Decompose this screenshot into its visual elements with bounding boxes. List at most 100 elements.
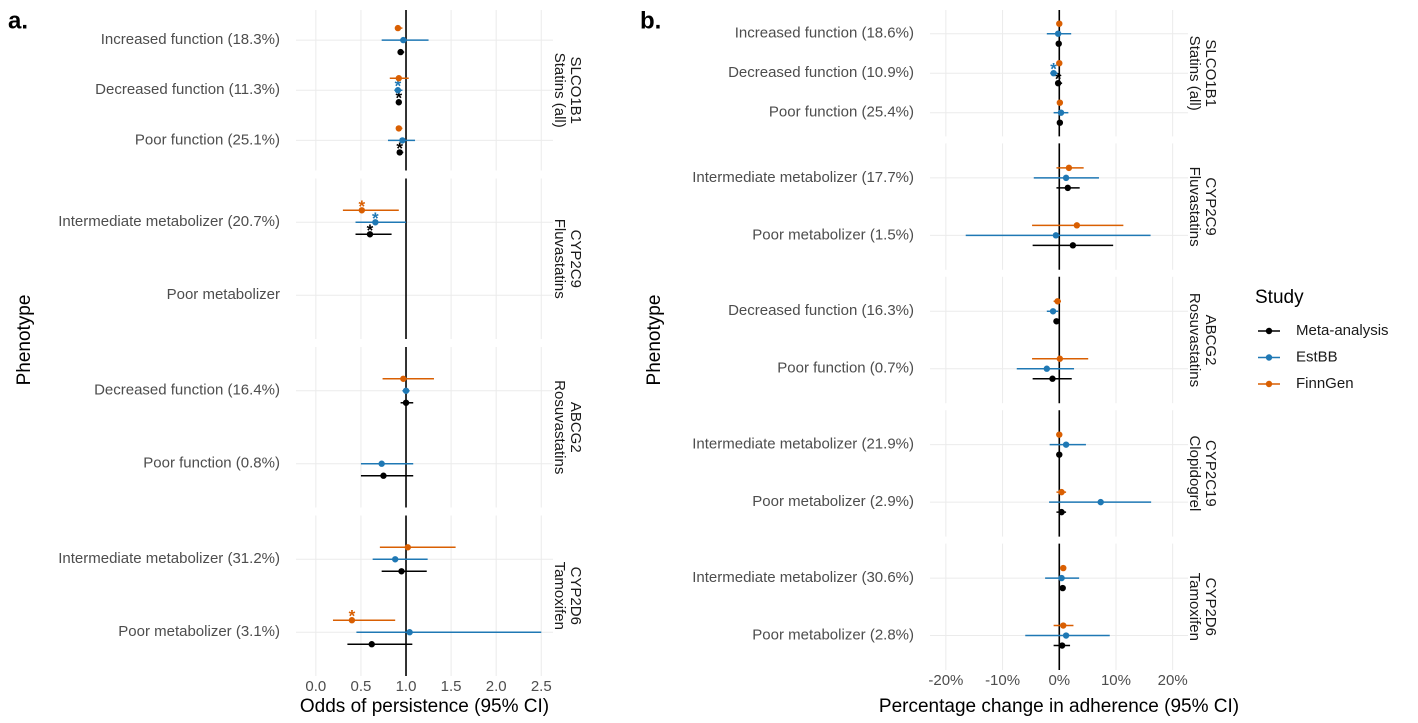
estimate-point: [395, 99, 402, 106]
estimate-point: [1056, 355, 1064, 362]
facet-drug: Tamoxifen: [551, 562, 568, 630]
row-label: Increased function (18.3%): [101, 31, 280, 48]
facet-gene: CYP2C9: [567, 230, 584, 288]
row-label: Poor metabolizer (1.5%): [752, 226, 914, 243]
row-label: Intermediate metabolizer (30.6%): [692, 569, 914, 586]
estimate-point: [399, 137, 406, 144]
panel-label: a.: [8, 7, 28, 34]
row-label: Increased function (18.6%): [735, 25, 914, 42]
estimate-point: [1049, 308, 1057, 315]
estimate-point: [1069, 242, 1077, 249]
estimate-point: [1050, 70, 1057, 77]
x-tick-label: 0%: [1048, 672, 1070, 689]
estimate-point: [1058, 642, 1066, 649]
row-label: Intermediate metabolizer (31.2%): [58, 550, 280, 567]
estimate-point: [1056, 431, 1063, 438]
facet-drug: Clopidogrel: [1186, 435, 1203, 511]
estimate-point: [1062, 174, 1070, 182]
legend-key-point: [1265, 327, 1273, 335]
panel-label: b.: [640, 7, 661, 34]
legend-title: Study: [1255, 287, 1304, 308]
estimate-point: [1052, 232, 1060, 239]
significance-mark: *: [372, 209, 379, 228]
estimate-point: [380, 472, 387, 479]
row-label: Decreased function (11.3%): [95, 81, 280, 98]
estimate-point: [1043, 365, 1051, 372]
estimate-point: [1062, 441, 1070, 448]
estimate-point: [366, 231, 374, 238]
x-tick-label: 0.5: [350, 678, 371, 695]
y-axis-title: Phenotype: [644, 295, 665, 386]
estimate-point: [1059, 584, 1066, 592]
facet-drug: Rosuvastatins: [551, 380, 568, 474]
estimate-point: [404, 544, 412, 551]
estimate-point: [1057, 109, 1065, 116]
row-label: Decreased function (16.3%): [728, 302, 914, 319]
facet-drug: Tamoxifen: [1186, 573, 1203, 641]
legend-key-point: [1265, 380, 1273, 388]
estimate-point: [1058, 488, 1065, 496]
row-label: Poor metabolizer: [167, 286, 280, 303]
significance-mark: *: [1050, 60, 1057, 79]
facet-gene: SLCO1B1: [567, 56, 584, 124]
row-label: Poor function (25.4%): [769, 104, 914, 121]
estimate-point: [400, 375, 407, 382]
x-tick-label: 0.0: [305, 678, 326, 695]
estimate-point: [406, 629, 413, 636]
significance-mark: *: [395, 77, 402, 96]
x-tick-label: 20%: [1158, 672, 1188, 689]
estimate-point: [372, 219, 379, 226]
x-tick-label: -20%: [928, 672, 963, 689]
estimate-point: [400, 36, 407, 44]
estimate-point: [1060, 564, 1067, 572]
row-label: Poor metabolizer (2.8%): [752, 626, 914, 643]
estimate-point: [378, 460, 385, 467]
facet-gene: ABCG2: [1202, 315, 1219, 366]
row-label: Intermediate metabolizer (21.9%): [692, 436, 914, 453]
estimate-point: [358, 207, 366, 214]
row-label: Decreased function (16.4%): [94, 382, 280, 399]
facet-drug: Fluvastatins: [551, 219, 568, 299]
significance-mark: *: [395, 89, 402, 108]
row-label: Intermediate metabolizer (17.7%): [692, 169, 914, 186]
significance-mark: *: [1055, 70, 1062, 89]
estimate-point: [395, 75, 402, 82]
estimate-point: [1056, 60, 1063, 67]
estimate-point: [1060, 622, 1067, 629]
estimate-point: [396, 149, 403, 156]
x-tick-label: 2.5: [531, 678, 552, 695]
x-tick-label: 2.0: [486, 678, 507, 695]
row-label: Poor function (25.1%): [135, 131, 280, 148]
legend-label: Meta-analysis: [1296, 322, 1389, 339]
estimate-point: [1065, 164, 1073, 172]
estimate-point: [1064, 184, 1071, 192]
estimate-point: [402, 399, 410, 406]
estimate-point: [1097, 498, 1104, 506]
x-tick-label: 1.5: [441, 678, 462, 695]
estimate-point: [391, 556, 399, 563]
significance-mark: *: [367, 221, 374, 240]
estimate-point: [397, 48, 404, 56]
facet-drug: Rosuvastatins: [1186, 293, 1203, 387]
row-label: Poor metabolizer (2.9%): [752, 493, 914, 510]
significance-mark: *: [349, 607, 356, 626]
estimate-point: [348, 617, 356, 624]
facet-gene: CYP2C9: [1202, 177, 1219, 235]
row-label: Poor function (0.7%): [777, 360, 914, 377]
row-label: Intermediate metabolizer (20.7%): [58, 213, 280, 230]
estimate-point: [394, 24, 402, 32]
x-tick-label: 10%: [1101, 672, 1131, 689]
estimate-point: [1056, 119, 1064, 126]
estimate-point: [1056, 20, 1063, 27]
facet-gene: CYP2C19: [1202, 440, 1219, 507]
x-axis-title: Percentage change in adherence (95% CI): [879, 696, 1239, 717]
x-axis-title: Odds of persistence (95% CI): [300, 696, 549, 717]
estimate-point: [398, 568, 405, 575]
significance-mark: *: [359, 197, 366, 216]
estimate-point: [1049, 375, 1056, 382]
estimate-point: [1055, 40, 1062, 47]
estimate-point: [1056, 99, 1064, 106]
estimate-point: [402, 387, 410, 394]
estimate-point: [1054, 80, 1062, 87]
